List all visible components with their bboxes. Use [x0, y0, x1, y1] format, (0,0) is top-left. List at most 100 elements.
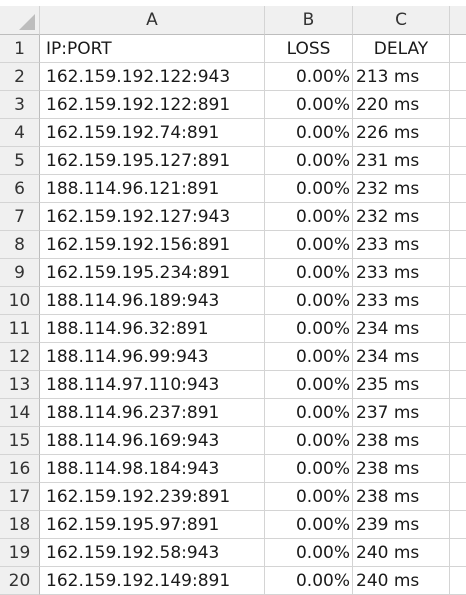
row-header[interactable]: 1 [0, 35, 40, 63]
cell-delay[interactable]: 220 ms [353, 91, 450, 119]
cell-loss[interactable]: 0.00% [265, 63, 353, 91]
row-header[interactable]: 19 [0, 539, 40, 567]
cell-empty[interactable] [450, 175, 466, 203]
cell-delay[interactable]: 226 ms [353, 119, 450, 147]
cell-ip[interactable]: 188.114.98.184:943 [40, 455, 265, 483]
row-header[interactable]: 15 [0, 427, 40, 455]
cell-empty[interactable] [450, 287, 466, 315]
cell-loss-header[interactable]: LOSS [265, 35, 353, 63]
cell-empty[interactable] [450, 399, 466, 427]
cell-loss[interactable]: 0.00% [265, 427, 353, 455]
cell-delay[interactable]: 231 ms [353, 147, 450, 175]
row-header[interactable]: 13 [0, 371, 40, 399]
cell-empty[interactable] [450, 539, 466, 567]
cell-delay[interactable]: 240 ms [353, 539, 450, 567]
cell-empty[interactable] [450, 259, 466, 287]
cell-delay-header[interactable]: DELAY [353, 35, 450, 63]
cell-ip[interactable]: 188.114.96.169:943 [40, 427, 265, 455]
cell-delay[interactable]: 235 ms [353, 371, 450, 399]
cell-delay[interactable]: 234 ms [353, 343, 450, 371]
cell-loss[interactable]: 0.00% [265, 119, 353, 147]
row-header[interactable]: 4 [0, 119, 40, 147]
cell-delay[interactable]: 238 ms [353, 427, 450, 455]
cell-ip[interactable]: 162.159.192.58:943 [40, 539, 265, 567]
row-header[interactable]: 20 [0, 567, 40, 595]
cell-ip[interactable]: 162.159.192.122:891 [40, 91, 265, 119]
cell-loss[interactable]: 0.00% [265, 147, 353, 175]
cell-ip[interactable]: 188.114.96.189:943 [40, 287, 265, 315]
cell-loss[interactable]: 0.00% [265, 259, 353, 287]
cell-loss[interactable]: 0.00% [265, 91, 353, 119]
cell-delay[interactable]: 213 ms [353, 63, 450, 91]
cell-empty[interactable] [450, 567, 466, 595]
column-header-c[interactable]: C [353, 6, 450, 35]
column-header-a[interactable]: A [40, 6, 265, 35]
cell-loss[interactable]: 0.00% [265, 371, 353, 399]
cell-ip[interactable]: 162.159.195.234:891 [40, 259, 265, 287]
column-header-b[interactable]: B [265, 6, 353, 35]
cell-delay[interactable]: 239 ms [353, 511, 450, 539]
cell-empty[interactable] [450, 147, 466, 175]
cell-empty[interactable] [450, 35, 466, 63]
cell-delay[interactable]: 233 ms [353, 287, 450, 315]
cell-loss[interactable]: 0.00% [265, 343, 353, 371]
cell-ip[interactable]: 162.159.192.127:943 [40, 203, 265, 231]
row-header[interactable]: 6 [0, 175, 40, 203]
cell-empty[interactable] [450, 511, 466, 539]
row-header[interactable]: 11 [0, 315, 40, 343]
row-header[interactable]: 5 [0, 147, 40, 175]
cell-empty[interactable] [450, 203, 466, 231]
row-header[interactable]: 17 [0, 483, 40, 511]
cell-loss[interactable]: 0.00% [265, 455, 353, 483]
select-all-corner[interactable] [0, 6, 40, 35]
cell-loss[interactable]: 0.00% [265, 175, 353, 203]
cell-delay[interactable]: 233 ms [353, 259, 450, 287]
row-header[interactable]: 12 [0, 343, 40, 371]
cell-loss[interactable]: 0.00% [265, 287, 353, 315]
cell-ip[interactable]: 162.159.192.239:891 [40, 483, 265, 511]
cell-empty[interactable] [450, 315, 466, 343]
row-header[interactable]: 14 [0, 399, 40, 427]
cell-delay[interactable]: 238 ms [353, 483, 450, 511]
cell-ip[interactable]: 188.114.96.237:891 [40, 399, 265, 427]
cell-delay[interactable]: 232 ms [353, 203, 450, 231]
row-header[interactable]: 16 [0, 455, 40, 483]
cell-empty[interactable] [450, 119, 466, 147]
cell-loss[interactable]: 0.00% [265, 539, 353, 567]
cell-empty[interactable] [450, 231, 466, 259]
cell-empty[interactable] [450, 371, 466, 399]
cell-empty[interactable] [450, 427, 466, 455]
cell-loss[interactable]: 0.00% [265, 483, 353, 511]
row-header[interactable]: 9 [0, 259, 40, 287]
cell-ip[interactable]: 162.159.195.97:891 [40, 511, 265, 539]
cell-loss[interactable]: 0.00% [265, 315, 353, 343]
cell-ip[interactable]: 188.114.96.32:891 [40, 315, 265, 343]
cell-loss[interactable]: 0.00% [265, 231, 353, 259]
row-header[interactable]: 2 [0, 63, 40, 91]
row-header[interactable]: 18 [0, 511, 40, 539]
cell-ip-header[interactable]: IP:PORT [40, 35, 265, 63]
column-header-d[interactable] [450, 6, 466, 35]
row-header[interactable]: 8 [0, 231, 40, 259]
cell-delay[interactable]: 238 ms [353, 455, 450, 483]
cell-ip[interactable]: 162.159.192.74:891 [40, 119, 265, 147]
cell-empty[interactable] [450, 455, 466, 483]
cell-ip[interactable]: 162.159.195.127:891 [40, 147, 265, 175]
cell-empty[interactable] [450, 483, 466, 511]
cell-ip[interactable]: 188.114.97.110:943 [40, 371, 265, 399]
cell-loss[interactable]: 0.00% [265, 399, 353, 427]
cell-ip[interactable]: 162.159.192.122:943 [40, 63, 265, 91]
cell-delay[interactable]: 233 ms [353, 231, 450, 259]
cell-delay[interactable]: 237 ms [353, 399, 450, 427]
cell-ip[interactable]: 188.114.96.121:891 [40, 175, 265, 203]
cell-ip[interactable]: 162.159.192.156:891 [40, 231, 265, 259]
cell-empty[interactable] [450, 91, 466, 119]
cell-loss[interactable]: 0.00% [265, 567, 353, 595]
cell-loss[interactable]: 0.00% [265, 511, 353, 539]
cell-empty[interactable] [450, 63, 466, 91]
cell-ip[interactable]: 188.114.96.99:943 [40, 343, 265, 371]
row-header[interactable]: 10 [0, 287, 40, 315]
cell-loss[interactable]: 0.00% [265, 203, 353, 231]
row-header[interactable]: 3 [0, 91, 40, 119]
cell-delay[interactable]: 234 ms [353, 315, 450, 343]
